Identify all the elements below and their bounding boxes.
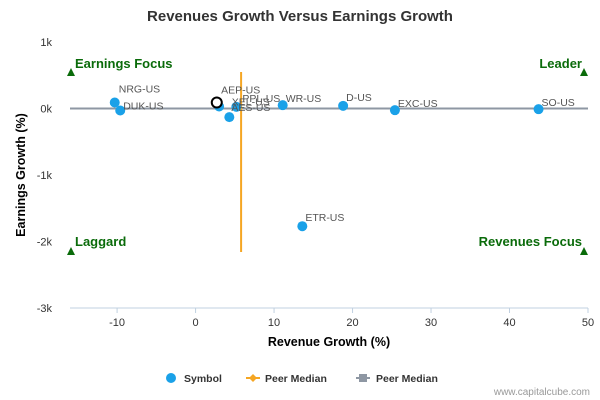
quadrant-label-revenues-focus: Revenues Focus — [479, 234, 582, 249]
x-axis-title: Revenue Growth (%) — [268, 335, 390, 349]
x-tick-label: 50 — [582, 317, 594, 329]
data-point-label: WR-US — [286, 93, 322, 105]
y-axis-title: Earnings Growth (%) — [14, 113, 28, 237]
data-point-label: ETR-US — [305, 212, 344, 224]
data-point — [389, 105, 400, 116]
legend-label-peer-median: Peer Median — [376, 373, 438, 385]
data-point — [109, 97, 120, 108]
chart-title: Revenues Growth Versus Earnings Growth — [147, 8, 453, 25]
data-point — [224, 112, 235, 123]
quadrant-triangle-icon — [67, 68, 75, 76]
legend-label-symbol: Symbol — [184, 373, 222, 385]
legend-square-icon — [359, 374, 367, 382]
data-point — [297, 221, 308, 232]
x-tick-label: 20 — [346, 317, 358, 329]
data-point-label: AES-US — [231, 102, 270, 114]
quadrant-triangle-icon — [67, 247, 75, 255]
credit-text: www.capitalcube.com — [493, 387, 590, 398]
legend-label-peer-median: Peer Median — [265, 373, 327, 385]
highlighted-point-label: XEL-US — [232, 97, 270, 109]
data-point — [338, 100, 349, 111]
data-point-label: SO-US — [542, 97, 575, 109]
data-point-label: NRG-US — [119, 84, 160, 96]
y-tick-label: 0k — [40, 104, 52, 116]
quadrant-triangle-icon — [580, 247, 588, 255]
data-point — [115, 105, 126, 116]
quadrant-label-leader: Leader — [539, 56, 582, 71]
y-tick-label: -1k — [37, 170, 53, 182]
data-point-label: EXC-US — [398, 98, 438, 110]
y-tick-label: 1k — [40, 37, 52, 49]
quadrant-triangle-icon — [580, 68, 588, 76]
y-tick-label: -3k — [37, 303, 53, 315]
data-point — [533, 104, 544, 115]
x-tick-label: -10 — [109, 317, 125, 329]
data-point-label: AEP-US — [221, 85, 260, 97]
x-tick-label: 40 — [503, 317, 515, 329]
quadrant-label-laggard: Laggard — [75, 234, 126, 249]
x-tick-label: 10 — [268, 317, 280, 329]
quadrant-label-earnings-focus: Earnings Focus — [75, 56, 173, 71]
x-tick-label: 30 — [425, 317, 437, 329]
data-point-label: PPL-US — [242, 93, 280, 105]
x-tick-label: 0 — [193, 317, 199, 329]
data-point — [231, 101, 242, 112]
legend-diamond-icon — [249, 374, 257, 382]
data-point — [277, 100, 288, 111]
highlighted-data-point — [210, 96, 223, 109]
y-tick-label: -2k — [37, 237, 53, 249]
legend-symbol-marker — [166, 373, 176, 383]
data-point-label: DUK-US — [123, 100, 163, 112]
data-point-label: D-US — [346, 92, 372, 104]
